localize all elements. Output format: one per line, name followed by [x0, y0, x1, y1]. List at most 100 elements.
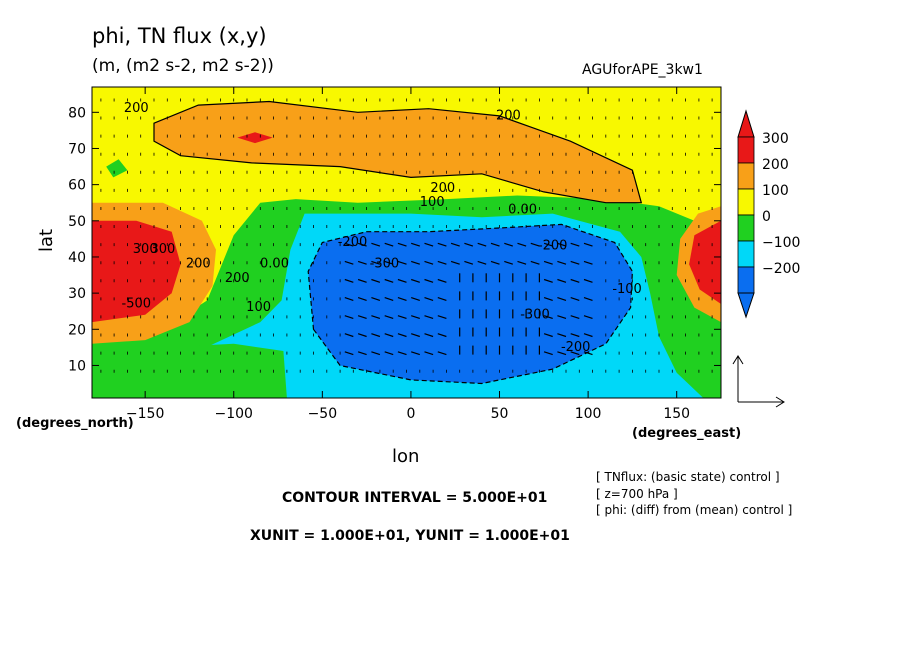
reference-vector-y-head — [732, 355, 744, 365]
flux-vector — [371, 333, 381, 338]
info-note-1: [ TNflux: (basic state) control ] — [596, 470, 780, 484]
flux-vector — [384, 242, 394, 247]
plot-frame — [91, 86, 722, 399]
flux-vector — [357, 333, 367, 338]
flux-vector — [437, 260, 447, 265]
contour-interval-text: CONTOUR INTERVAL = 5.000E+01 — [282, 490, 548, 506]
contour-label: -300 — [520, 307, 550, 322]
flux-vector — [371, 315, 381, 319]
y-tick-label: 40 — [68, 250, 86, 266]
flux-vector — [371, 351, 381, 356]
flux-vector — [543, 315, 553, 319]
flux-vector — [344, 242, 354, 247]
colorbar-label: 0 — [762, 209, 771, 225]
flux-vector — [543, 333, 553, 338]
info-note-2: [ z=700 hPa ] — [596, 487, 678, 501]
flux-vector — [490, 260, 500, 265]
flux-vector — [583, 315, 593, 319]
flux-vector — [411, 297, 420, 301]
flux-vector — [450, 242, 460, 247]
contour-label: -300 — [370, 257, 400, 272]
flux-vector — [504, 260, 513, 265]
flux-vector — [344, 278, 354, 283]
flux-vector — [397, 315, 407, 319]
y-axis-label: lat — [36, 228, 57, 252]
contour-label: -200 — [338, 235, 368, 250]
contour-label: 300 — [133, 242, 158, 257]
flux-vector — [557, 333, 567, 338]
x-tick-label: −150 — [126, 406, 164, 422]
flux-vector — [583, 297, 593, 301]
contour-label: 300 — [150, 242, 175, 257]
flux-vector — [384, 333, 394, 338]
flux-vector — [344, 315, 354, 319]
flux-vector — [570, 278, 580, 283]
colorbar-label: −200 — [762, 261, 800, 277]
flux-vector — [543, 242, 553, 247]
contour-label: 200 — [186, 257, 211, 272]
colorbar-segment — [737, 136, 755, 164]
flux-vector — [557, 278, 567, 283]
field-north-ridge — [154, 101, 642, 203]
flux-vector — [424, 351, 434, 356]
colorbar-segment — [737, 188, 755, 216]
flux-vector — [530, 260, 540, 265]
x-axis-label: lon — [392, 446, 420, 467]
flux-vector — [424, 297, 434, 301]
flux-vector — [411, 260, 420, 265]
y-tick-label: 30 — [68, 286, 86, 302]
flux-vector — [384, 297, 394, 301]
colorbar-label: 100 — [762, 183, 789, 199]
flux-vector — [570, 351, 580, 356]
field-zero-bottom-left — [92, 343, 287, 398]
flux-vector — [371, 297, 381, 301]
flux-vector — [397, 278, 407, 283]
reference-vector-x-head — [775, 396, 785, 408]
flux-vector — [570, 297, 580, 301]
flux-vector — [371, 260, 381, 265]
contour-line — [307, 223, 634, 385]
y-tick-label: 10 — [68, 358, 86, 374]
flux-vector — [397, 242, 407, 247]
y-tick-label: 20 — [68, 322, 86, 338]
flux-vector — [543, 278, 553, 283]
x-unit-note: (degrees_east) — [632, 426, 742, 441]
colorbar-segment — [737, 240, 755, 268]
flux-vector — [411, 351, 420, 356]
info-note-3: [ phi: (diff) from (mean) control ] — [596, 503, 793, 517]
flux-vector — [424, 242, 434, 247]
contour-fill-group: 200 2002001003003002002001000.00-200-3000… — [92, 87, 721, 398]
flux-vector — [557, 242, 567, 247]
run-name: AGUforAPE_3kw1 — [582, 62, 703, 78]
y-tick-label: 50 — [68, 214, 86, 230]
contour-label: 200 — [496, 108, 521, 123]
flux-vector — [437, 315, 447, 319]
flux-vector — [557, 351, 567, 356]
flux-vector — [543, 297, 553, 301]
flux-vector — [411, 242, 420, 247]
x-tick-label: 50 — [491, 406, 509, 422]
y-unit-note: (degrees_north) — [16, 416, 134, 431]
contour-label: 200 — [124, 101, 149, 116]
colorbar-label: 200 — [762, 157, 789, 173]
flux-vector — [517, 242, 527, 247]
field-east-red — [689, 220, 721, 304]
contour-label: -500 — [122, 297, 152, 312]
flux-vector — [344, 333, 354, 338]
flux-vector — [384, 315, 394, 319]
flux-vector — [397, 297, 407, 301]
flux-vector — [570, 333, 580, 338]
flux-vector — [464, 242, 474, 247]
x-tick-label: −100 — [215, 406, 253, 422]
contour-label: 0.00 — [260, 257, 289, 272]
flux-vector — [450, 260, 460, 265]
flux-vector — [557, 297, 567, 301]
flux-vector — [477, 260, 487, 265]
flux-vector — [517, 260, 527, 265]
plot-subtitle: (m, (m2 s-2, m2 s-2)) — [92, 56, 274, 76]
flux-vector — [583, 242, 593, 247]
x-tick-label: −50 — [308, 406, 338, 422]
flux-vector — [570, 315, 580, 319]
field-west-red — [92, 220, 181, 323]
